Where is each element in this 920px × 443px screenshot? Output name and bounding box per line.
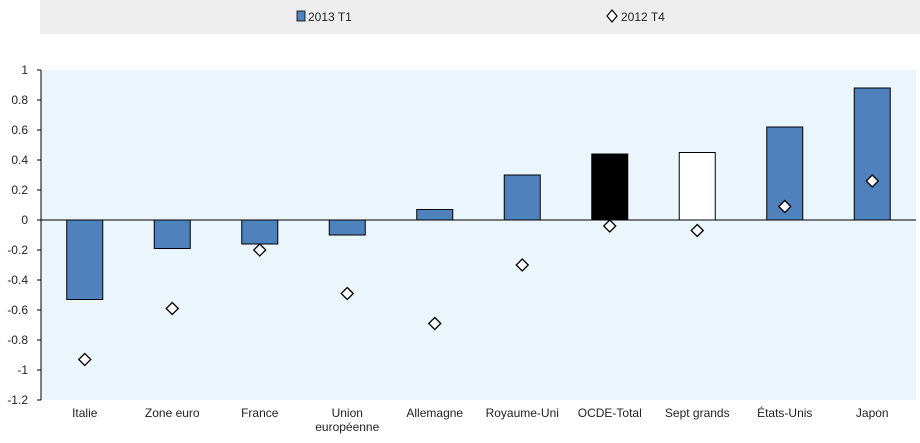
x-tick-label-line: Italie	[72, 406, 98, 420]
x-tick-label-line: Royaume-Uni	[486, 406, 559, 420]
y-tick-label: -0.4	[7, 273, 28, 287]
y-tick-label: -0.6	[7, 303, 28, 317]
bar	[853, 87, 891, 221]
marker-point	[165, 301, 180, 316]
x-tick-label-line: Zone euro	[145, 406, 200, 420]
x-tick-label-line: Union	[332, 406, 363, 420]
marker-point	[690, 223, 705, 238]
y-axis: 1 0.8 0.6 0.4 0.2 0 -0.2 -0.4 -0.6 -0.8 -1 -1.2	[7, 63, 41, 407]
x-tick-label: Allemagne	[406, 406, 463, 420]
y-tick-label: 0.4	[11, 153, 28, 167]
x-tick-label: Sept grands	[665, 406, 730, 420]
x-tick-label: France	[241, 406, 279, 420]
legend-label-marker: 2012 T4	[621, 10, 665, 24]
bar	[328, 219, 366, 236]
legend-item-marker: 2012 T4	[606, 9, 665, 24]
markers	[77, 174, 880, 367]
y-tick-label: 1	[21, 63, 28, 77]
y-tick-label: -1.2	[7, 393, 28, 407]
x-tick-label-line: Sept grands	[665, 406, 730, 420]
bar	[591, 153, 629, 221]
y-tick-label: 0.8	[11, 93, 28, 107]
bar	[503, 174, 541, 221]
bar	[241, 219, 279, 245]
x-axis: Italie Zone euro France Union européenne Alle…	[72, 405, 889, 434]
x-tick-label: Union européenne	[315, 406, 379, 434]
x-tick-label: Italie	[72, 406, 98, 420]
y-tick-label: -1	[17, 363, 28, 377]
bar	[66, 219, 104, 300]
bar	[153, 219, 191, 249]
x-tick-label-line: France	[241, 406, 279, 420]
x-tick-label: Royaume-Uni	[486, 406, 559, 420]
x-tick-label-line: Allemagne	[406, 406, 463, 420]
y-tick-label: -0.8	[7, 333, 28, 347]
bars	[66, 87, 891, 300]
y-tick-label: 0.2	[11, 183, 28, 197]
x-tick-label: Japon	[856, 406, 889, 420]
legend-swatch-marker	[606, 9, 618, 23]
y-tick-label: 0.6	[11, 123, 28, 137]
marker-point	[77, 352, 92, 367]
x-tick-label-line: européenne	[315, 420, 379, 434]
y-tick-label: -0.2	[7, 243, 28, 257]
x-tick-label-line: États-Unis	[757, 405, 812, 420]
marker-point	[515, 258, 530, 272]
y-tick-label: 0	[21, 213, 28, 227]
legend: 2013 T1 2012 T4	[296, 9, 665, 24]
marker-point	[865, 174, 880, 188]
marker-point	[340, 286, 355, 301]
legend-label-bar: 2013 T1	[308, 10, 352, 24]
marker-point	[602, 219, 617, 233]
bar	[416, 209, 454, 221]
x-tick-label: Zone euro	[145, 406, 200, 420]
x-tick-label-line: Japon	[856, 406, 889, 420]
x-tick-label: États-Unis	[757, 405, 812, 420]
marker-point	[252, 243, 267, 257]
x-tick-label: OCDE-Total	[578, 406, 642, 420]
marker-point	[777, 199, 792, 214]
bar	[678, 152, 716, 221]
legend-swatch-bar	[296, 10, 306, 22]
legend-background	[40, 0, 920, 34]
legend-item-bar: 2013 T1	[296, 10, 352, 24]
marker-point	[427, 316, 442, 331]
x-tick-label-line: OCDE-Total	[578, 406, 642, 420]
